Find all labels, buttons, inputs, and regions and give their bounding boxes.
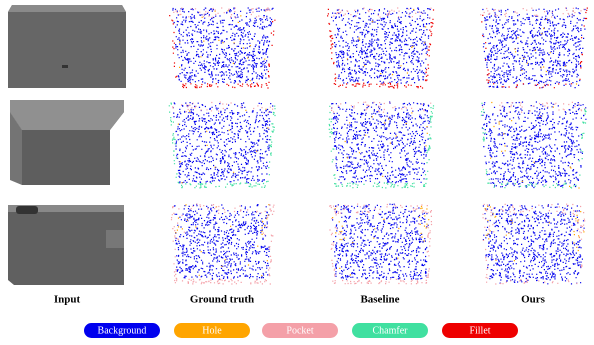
point-cloud [480,8,588,88]
points [331,8,431,83]
point-cloud [327,8,434,88]
input-hole [16,206,38,214]
points [332,204,429,279]
points [174,204,271,279]
column-labels: Input Ground truth Baseline Ours [54,294,546,306]
points [172,8,273,83]
points [333,8,431,18]
input-shape-top [8,5,126,12]
point-cloud [169,8,275,88]
point-cloud [329,102,434,188]
points [482,8,585,88]
points [332,207,429,275]
input-pocket [106,230,124,248]
points [482,102,587,188]
legend-label: Chamfer [373,325,409,336]
point-cloud [169,102,276,188]
points [175,205,269,276]
input-shape-top [10,100,124,130]
point-cloud [329,204,432,284]
column-label: Ground truth [190,294,254,306]
points [483,204,585,284]
legend-label: Background [98,325,147,336]
legend-label: Pocket [286,325,313,336]
points [482,102,585,112]
column-label: Input [54,294,81,306]
legend-label: Hole [202,325,222,336]
points [173,103,274,183]
legend-label: Fillet [469,325,490,336]
input-hole [62,65,68,68]
figure: Input Ground truth Baseline Ours Background… [0,0,594,345]
input-shape [8,5,126,88]
points [482,204,585,284]
input-renders [8,5,126,285]
point-cloud [481,102,587,188]
points [481,103,587,188]
point-cloud [482,204,585,284]
points [331,102,430,183]
legend: Background Hole Pocket Chamfer Fillet [84,323,518,338]
point-clouds [169,8,588,284]
points [178,109,269,182]
column-label: Baseline [360,294,399,306]
points [172,102,273,112]
column-label: Ours [521,294,546,306]
point-cloud [171,204,275,284]
